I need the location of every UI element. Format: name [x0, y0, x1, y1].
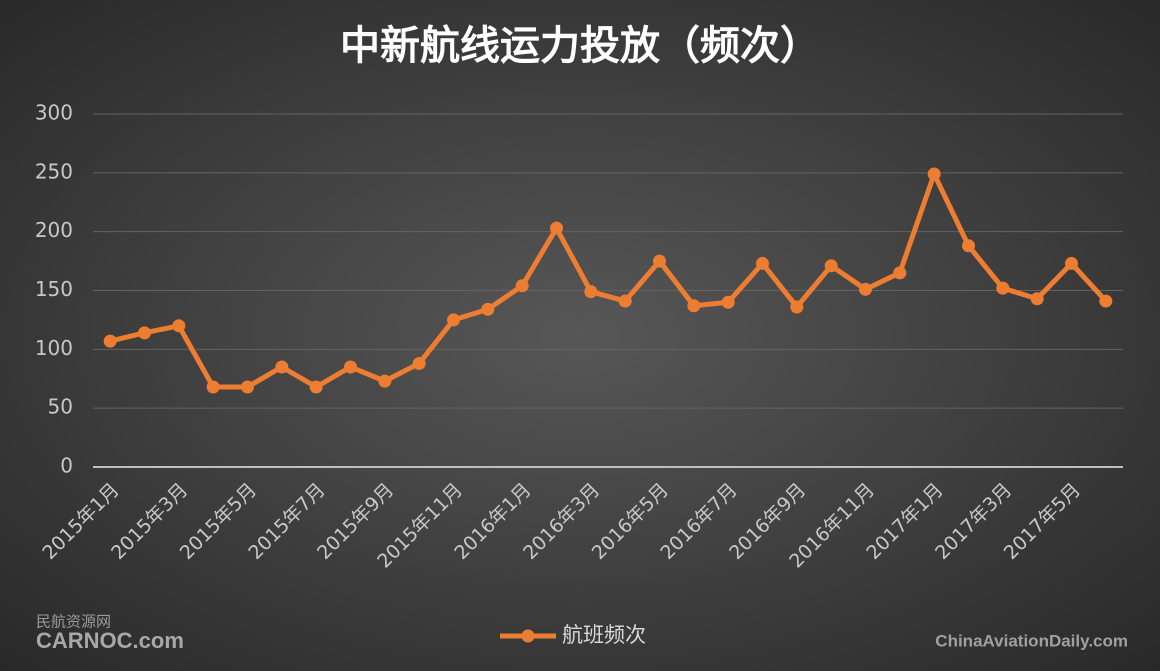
legend-marker [521, 629, 535, 643]
watermark: CARNOC.com [36, 628, 184, 653]
data-point [996, 281, 1010, 295]
data-point [790, 300, 804, 314]
data-point [687, 299, 701, 313]
data-point [962, 239, 975, 253]
data-point [859, 282, 872, 296]
data-point [550, 221, 563, 235]
y-tick-label: 300 [35, 101, 73, 125]
data-point [618, 294, 632, 308]
watermark: ChinaAviationDaily.com [935, 631, 1128, 650]
data-point [241, 380, 254, 394]
y-tick-label: 50 [48, 395, 73, 419]
y-tick-label: 200 [35, 218, 73, 242]
y-tick-label: 250 [35, 159, 73, 183]
data-point [584, 285, 598, 299]
data-point [515, 279, 529, 293]
data-point [1099, 294, 1113, 308]
watermark: 民航资源网 [36, 613, 111, 631]
data-point [447, 313, 460, 327]
data-point [721, 295, 735, 309]
data-point [893, 266, 907, 280]
data-point [481, 302, 495, 316]
y-tick-label: 150 [35, 277, 73, 301]
data-point [1030, 292, 1044, 306]
data-point [309, 380, 323, 394]
data-point [206, 380, 220, 394]
data-point [103, 334, 117, 348]
data-point [172, 319, 186, 333]
chart-title: 中新航线运力投放（频次） [340, 23, 820, 69]
legend-label: 航班频次 [562, 623, 646, 647]
data-point [412, 356, 426, 370]
data-point [138, 326, 151, 340]
series-line [109, 171, 1108, 390]
data-point [1065, 256, 1078, 270]
data-point [653, 254, 666, 268]
data-point [756, 256, 769, 270]
data-point [275, 360, 289, 374]
y-tick-label: 0 [60, 454, 73, 478]
data-point [378, 374, 392, 388]
y-tick-label: 100 [35, 336, 73, 360]
data-point [927, 167, 941, 181]
data-point [344, 360, 357, 374]
data-point [824, 259, 838, 273]
